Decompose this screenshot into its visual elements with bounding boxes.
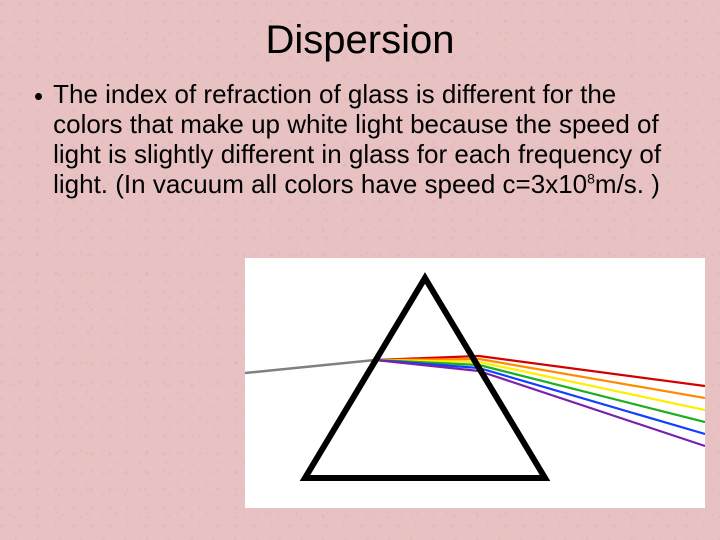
body-sup: 8 xyxy=(587,170,595,186)
body-post: m/s. ) xyxy=(595,169,660,199)
prism-diagram xyxy=(245,258,705,508)
body-text: The index of refraction of glass is diff… xyxy=(53,79,686,199)
bullet-item: • The index of refraction of glass is di… xyxy=(0,63,720,199)
bullet-glyph: • xyxy=(34,81,43,111)
body-pre: The index of refraction of glass is diff… xyxy=(53,79,661,199)
page-title: Dispersion xyxy=(0,0,720,63)
